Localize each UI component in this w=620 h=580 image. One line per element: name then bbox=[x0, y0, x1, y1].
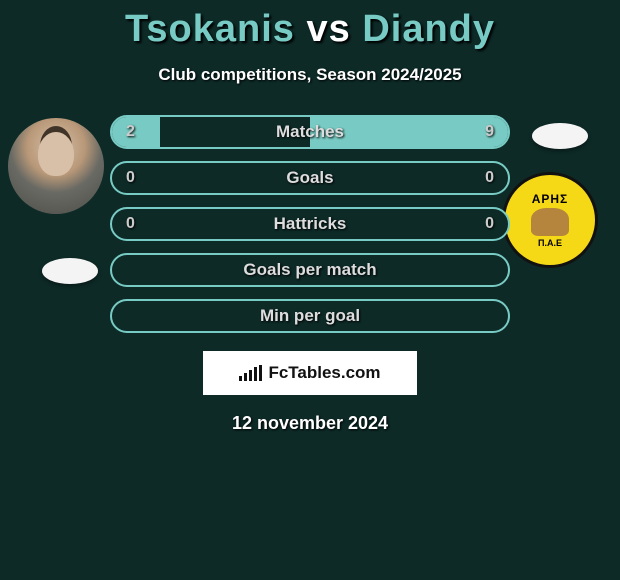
logo-bars-icon bbox=[239, 365, 262, 381]
stat-label: Matches bbox=[276, 122, 344, 142]
comparison-title: Tsokanis vs Diandy bbox=[0, 0, 620, 51]
logo-text: FcTables.com bbox=[268, 363, 380, 383]
stat-row-matches: 2 Matches 9 bbox=[110, 115, 510, 149]
stat-value-left: 2 bbox=[126, 123, 135, 141]
stat-label: Goals bbox=[286, 168, 333, 188]
stat-value-right: 9 bbox=[485, 123, 494, 141]
stat-label: Hattricks bbox=[274, 214, 347, 234]
stat-row-goals: 0 Goals 0 bbox=[110, 161, 510, 195]
subtitle: Club competitions, Season 2024/2025 bbox=[0, 65, 620, 85]
stat-value-left: 0 bbox=[126, 215, 135, 233]
stat-value-left: 0 bbox=[126, 169, 135, 187]
stat-value-right: 0 bbox=[485, 169, 494, 187]
player2-name: Diandy bbox=[362, 8, 495, 50]
stats-container: 2 Matches 9 0 Goals 0 0 Hattricks 0 Goal… bbox=[0, 115, 620, 333]
source-logo: FcTables.com bbox=[203, 351, 417, 395]
stat-value-right: 0 bbox=[485, 215, 494, 233]
player1-name: Tsokanis bbox=[125, 8, 295, 50]
stat-label: Min per goal bbox=[260, 306, 360, 326]
stat-row-goals-per-match: Goals per match bbox=[110, 253, 510, 287]
vs-separator: vs bbox=[306, 8, 350, 50]
date-label: 12 november 2024 bbox=[0, 413, 620, 434]
stat-row-min-per-goal: Min per goal bbox=[110, 299, 510, 333]
stat-fill-left bbox=[112, 117, 160, 147]
stat-row-hattricks: 0 Hattricks 0 bbox=[110, 207, 510, 241]
stat-label: Goals per match bbox=[243, 260, 376, 280]
